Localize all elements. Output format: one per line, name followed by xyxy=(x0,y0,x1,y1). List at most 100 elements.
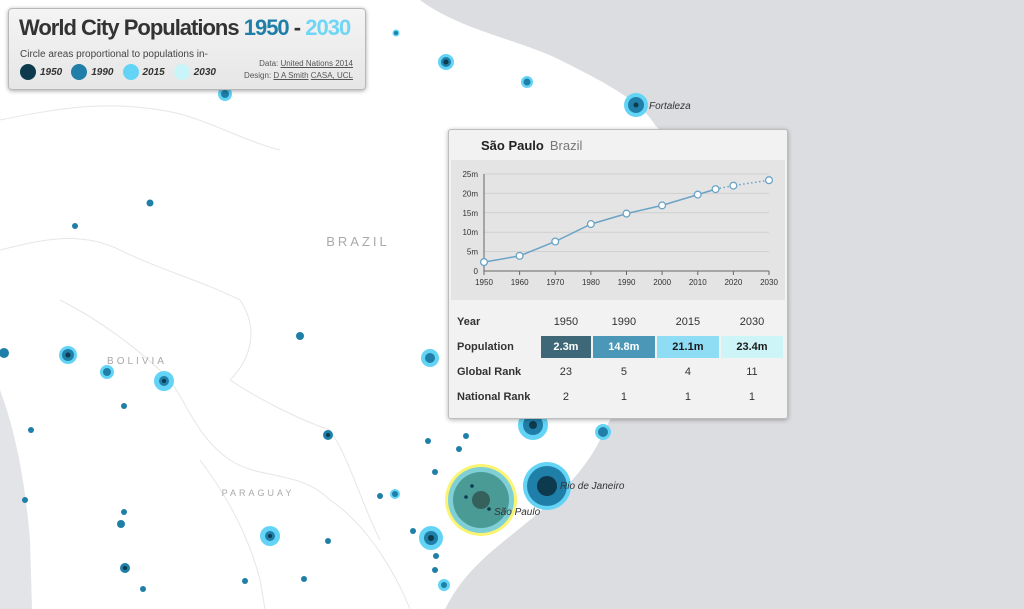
table-cell: 11 xyxy=(746,366,758,378)
table-cell: 2.3m xyxy=(541,336,591,358)
chart-point[interactable] xyxy=(729,181,738,190)
chart-x-tick-label: 2010 xyxy=(689,278,707,287)
city-marker-rio[interactable] xyxy=(523,462,571,510)
designer-link[interactable]: D A Smith xyxy=(273,71,309,80)
table-row-population: Population 2.3m 14.8m 21.1m 23.4m xyxy=(453,336,783,358)
chart-x-tick-label: 1950 xyxy=(475,278,493,287)
city-marker[interactable] xyxy=(28,427,34,433)
city-marker-sao-paulo[interactable] xyxy=(445,464,517,536)
population-table: Year 1950 1990 2015 2030 Population 2.3m 14.8m… xyxy=(451,308,785,411)
city-marker[interactable] xyxy=(301,576,307,582)
city-marker[interactable] xyxy=(410,528,416,534)
chart-point[interactable] xyxy=(479,258,489,267)
city-marker[interactable] xyxy=(595,424,611,440)
table-cell: 2030 xyxy=(739,316,765,328)
city-marker[interactable] xyxy=(456,446,462,452)
city-marker[interactable] xyxy=(425,438,431,444)
org-link[interactable]: CASA, UCL xyxy=(310,71,353,80)
table-cell: 5 xyxy=(620,366,627,378)
popup-header: São Paulo Brazil xyxy=(481,138,582,153)
chart-y-tick-label: 15m xyxy=(462,209,478,218)
popup-city-name: São Paulo xyxy=(481,138,544,153)
table-row-global-rank: Global Rank 23 5 4 11 xyxy=(453,361,783,383)
table-cell: 2 xyxy=(562,391,569,403)
city-marker[interactable] xyxy=(392,29,400,37)
population-header: Population xyxy=(457,341,514,353)
table-row-national-rank: National Rank 2 1 1 1 xyxy=(453,386,783,408)
table-cell: 1950 xyxy=(553,316,579,328)
city-marker[interactable] xyxy=(154,371,174,391)
city-marker[interactable] xyxy=(59,346,77,364)
city-marker[interactable] xyxy=(377,493,383,499)
legend-key: 1990 xyxy=(71,64,114,80)
city-marker[interactable] xyxy=(390,489,400,499)
city-marker[interactable] xyxy=(521,76,533,88)
city-marker[interactable] xyxy=(117,520,125,528)
chart-series-line xyxy=(483,188,716,263)
city-marker[interactable] xyxy=(72,223,78,229)
city-marker[interactable] xyxy=(325,538,331,544)
chart-point[interactable] xyxy=(622,209,631,218)
city-marker[interactable] xyxy=(296,332,304,340)
city-marker[interactable] xyxy=(463,433,469,439)
city-marker[interactable] xyxy=(419,526,443,550)
city-marker[interactable] xyxy=(323,430,333,440)
city-marker[interactable] xyxy=(432,469,438,475)
city-label: Fortaleza xyxy=(649,101,691,112)
chart-x-tick-label: 2030 xyxy=(760,278,778,287)
legend-key: 2030 xyxy=(173,64,216,80)
chart-point[interactable] xyxy=(693,190,702,199)
chart-point[interactable] xyxy=(586,220,595,229)
legend-key-swatch xyxy=(71,64,88,80)
city-marker[interactable] xyxy=(433,553,439,559)
city-popup: São Paulo Brazil 0 5m 10m 15m 20m 25m 1950 1960 1… xyxy=(448,129,788,419)
city-marker[interactable] xyxy=(120,563,130,573)
legend-subtitle: Circle areas proportional to populations… xyxy=(20,49,208,60)
chart-point[interactable] xyxy=(764,176,774,185)
chart-y-tick-label: 20m xyxy=(462,189,478,198)
table-cell: 14.8m xyxy=(592,336,655,358)
national-rank-header: National Rank xyxy=(457,391,531,403)
city-marker[interactable] xyxy=(146,199,154,207)
city-marker[interactable] xyxy=(242,578,248,584)
chart-series-line xyxy=(715,179,770,190)
population-chart-svg: 0 5m 10m 15m 20m 25m 1950 1960 1970 1980 1990 2000 2… xyxy=(462,170,778,287)
chart-x-tick-label: 1980 xyxy=(582,278,600,287)
city-marker[interactable] xyxy=(121,403,127,409)
legend-key-swatch xyxy=(20,64,36,80)
year-header: Year xyxy=(457,316,481,328)
city-marker[interactable] xyxy=(432,567,438,573)
legend-key-swatch xyxy=(122,64,139,80)
city-marker[interactable] xyxy=(100,365,114,379)
table-cell: 4 xyxy=(684,366,691,378)
table-cell: 1 xyxy=(620,391,627,403)
chart-point[interactable] xyxy=(551,237,560,246)
chart-x-tick-label: 2020 xyxy=(724,278,742,287)
country-label-paraguay: PARAGUAY xyxy=(222,488,295,498)
popup-country-name: Brazil xyxy=(549,138,583,153)
city-marker[interactable] xyxy=(22,497,28,503)
legend-key-label: 2030 xyxy=(193,66,216,78)
city-marker[interactable] xyxy=(140,586,146,592)
table-cell: 23 xyxy=(559,366,573,378)
population-chart: 0 5m 10m 15m 20m 25m 1950 1960 1970 1980 1990 2000 2… xyxy=(451,160,785,300)
legend-key-label: 1990 xyxy=(91,66,114,78)
city-marker[interactable] xyxy=(438,54,454,70)
legend-keys: 1950 1990 2015 2030 xyxy=(20,64,225,80)
country-label-brazil: BRAZIL xyxy=(326,234,390,249)
city-marker-fortaleza[interactable] xyxy=(624,93,648,117)
city-marker[interactable] xyxy=(121,509,127,515)
city-marker[interactable] xyxy=(421,349,439,367)
city-marker[interactable] xyxy=(218,87,232,101)
data-source-link[interactable]: United Nations 2014 xyxy=(280,59,354,68)
legend-key-label: 1950 xyxy=(40,66,63,78)
chart-point[interactable] xyxy=(711,185,720,194)
chart-x-tick-label: 1970 xyxy=(546,278,564,287)
table-cell: 1990 xyxy=(611,316,637,328)
chart-point[interactable] xyxy=(658,201,667,210)
city-marker[interactable] xyxy=(0,348,9,358)
city-marker[interactable] xyxy=(438,579,450,591)
city-marker[interactable] xyxy=(260,526,280,546)
chart-point[interactable] xyxy=(515,251,524,260)
